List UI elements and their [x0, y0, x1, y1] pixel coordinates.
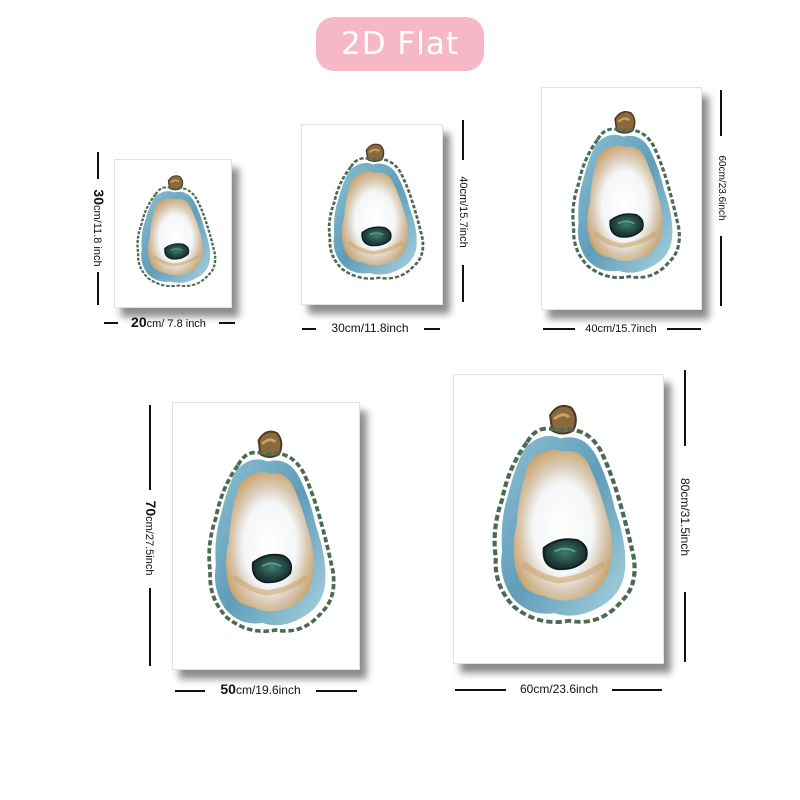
width-value: 20 — [131, 314, 147, 330]
width-label-40x60: 40cm/15.7inch — [575, 322, 667, 336]
width-value: 30cm/11.8inch — [331, 321, 409, 335]
height-label-50x70: 70cm/27.5inch — [142, 500, 159, 576]
width-dimension-line-right — [612, 689, 662, 691]
height-unit: cm/11.8 inch — [91, 205, 103, 267]
canvas-preview-30x40 — [301, 124, 443, 305]
width-dimension-line-left — [455, 689, 506, 691]
height-value: 40cm/15.7inch — [457, 176, 469, 248]
width-dimension-line-right — [219, 322, 235, 324]
width-dimension-line-left — [543, 328, 575, 330]
height-dimension-line-top — [720, 90, 722, 136]
height-label-30x40: 40cm/15.7inch — [456, 176, 470, 248]
height-value: 70 — [143, 500, 159, 517]
oyster-shell-illustration — [135, 174, 217, 288]
height-label-60x80: 80cm/31.5inch — [678, 478, 692, 556]
height-label-40x60: 60cm/23.6inch — [714, 155, 728, 220]
width-value: 50 — [220, 681, 236, 697]
canvas-preview-50x70 — [172, 402, 360, 670]
height-dimension-line-bottom — [97, 272, 99, 305]
height-dimension-line-top — [462, 120, 464, 160]
oyster-shell-illustration — [542, 88, 701, 309]
badge-label: 2D Flat — [340, 26, 460, 62]
canvas-preview-20x30 — [114, 159, 232, 308]
oyster-shell-illustration — [173, 403, 359, 669]
width-value: 60cm/23.6inch — [519, 682, 599, 696]
width-unit: cm/ 7.8 inch — [146, 318, 206, 330]
height-dimension-line-top — [97, 152, 99, 179]
canvas-preview-40x60 — [541, 87, 702, 310]
width-label-30x40: 30cm/11.8inch — [316, 321, 424, 335]
height-dimension-line-bottom — [684, 592, 686, 662]
width-dimension-line-right — [316, 690, 357, 692]
width-label-60x80: 60cm/23.6inch — [506, 682, 612, 696]
width-dimension-line-left — [104, 322, 118, 324]
height-dimension-line-bottom — [149, 588, 151, 666]
oyster-shell-illustration — [454, 375, 663, 663]
height-dimension-line-top — [684, 370, 686, 446]
width-dimension-line-left — [175, 690, 205, 692]
height-dimension-line-top — [149, 405, 151, 490]
width-dimension-line-left — [302, 328, 316, 330]
width-label-20x30: 20cm/ 7.8 inch — [118, 315, 219, 331]
height-value: 60cm/23.6inch — [716, 155, 727, 221]
height-value: 30 — [91, 189, 107, 206]
height-unit: cm/27.5inch — [143, 516, 155, 576]
width-label-50x70: 50cm/19.6inch — [205, 682, 316, 697]
width-dimension-line-right — [424, 328, 440, 330]
width-unit: cm/19.6inch — [235, 683, 301, 697]
height-value: 80cm/31.5inch — [678, 477, 692, 557]
width-dimension-line-right — [667, 328, 701, 330]
height-dimension-line-bottom — [462, 265, 464, 302]
oyster-shell-illustration — [302, 125, 442, 304]
height-label-20x30: 30cm/11.8 inch — [90, 189, 107, 267]
width-value: 40cm/15.7inch — [585, 323, 657, 335]
canvas-preview-60x80 — [453, 374, 664, 664]
height-dimension-line-bottom — [720, 236, 722, 306]
size-badge: 2D Flat — [316, 17, 484, 71]
